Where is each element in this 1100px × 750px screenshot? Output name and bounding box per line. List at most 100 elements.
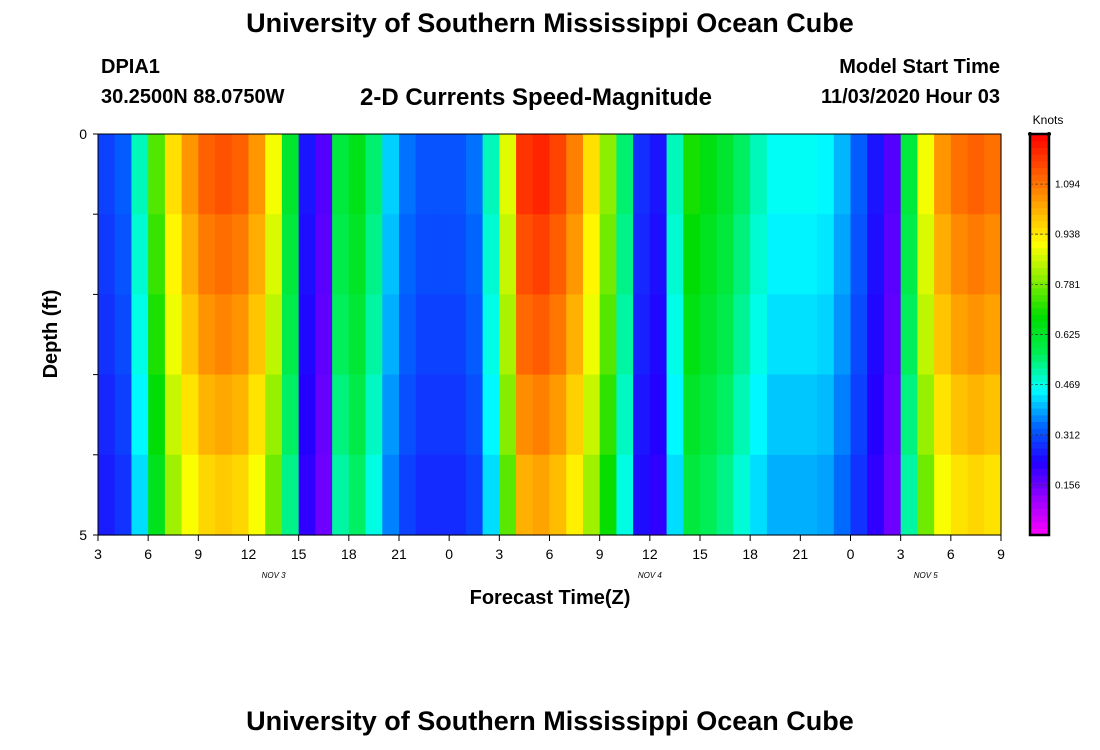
heatmap-cell [700,134,718,215]
heatmap-cell [867,134,885,215]
heatmap-cell [616,294,634,376]
heatmap-cell [817,214,835,295]
colorbar-segment [1030,454,1049,463]
heatmap-cell [382,374,400,456]
heatmap-cell [817,374,835,456]
heatmap-cell [900,134,918,215]
colorbar-segment [1030,528,1049,536]
colorbar-tick-label: 0.312 [1055,430,1080,441]
station-coords: 30.2500N 88.0750W [101,86,285,108]
colorbar-segment [1030,441,1049,449]
heatmap-cell [131,374,149,456]
heatmap-cell [967,134,985,215]
heatmap-cell [465,214,484,295]
heatmap-cell [900,454,918,536]
heatmap-cell [666,374,684,456]
colorbar-segment [1030,160,1049,169]
colorbar-segment [1030,361,1049,369]
heatmap-cell [683,214,701,295]
x-tick-label: 21 [391,546,407,562]
x-tick-label: 3 [897,546,905,562]
heatmap-cell [850,294,868,376]
colorbar-segment [1030,508,1049,516]
heatmap-cell [98,134,116,215]
heatmap-cell [950,214,969,295]
heatmap-cell [298,294,316,376]
heatmap-cell [750,214,768,295]
colorbar-segment [1030,514,1049,523]
colorbar-segment [1030,334,1049,342]
date-label: NOV 4 [638,571,663,580]
x-tick-label: 9 [596,546,604,562]
colorbar-segment [1030,341,1049,349]
heatmap-cell [917,454,935,536]
heatmap-cell [499,374,517,456]
heatmap-cell [449,294,467,376]
heatmap-cells [98,134,1002,536]
heatmap-cell [984,214,1002,295]
heatmap-cell [616,374,634,456]
colorbar-segment [1030,381,1049,389]
heatmap-cell [649,374,668,456]
heatmap-cell [599,294,617,376]
heatmap-cell [716,294,735,376]
x-axis-label: Forecast Time(Z) [470,587,631,609]
y-axis-label: Depth (ft) [40,290,62,379]
colorbar-segment [1030,434,1049,443]
colorbar-segment [1030,347,1049,356]
heatmap-cell [248,294,266,376]
heatmap-cell [248,374,266,456]
colorbar-segment [1030,414,1049,422]
heatmap-cell [148,214,166,295]
heatmap-cell [582,294,601,376]
heatmap-cell [967,214,985,295]
x-tick-label: 6 [546,546,554,562]
heatmap-cell [181,294,199,376]
heatmap-cell [181,374,199,456]
colorbar-segment [1030,140,1049,148]
heatmap-cell [265,214,283,295]
colorbar-segment [1030,387,1049,396]
heatmap-cell [432,214,450,295]
heatmap-cell [783,374,801,456]
heatmap-cell [599,374,617,456]
x-tick-label: 9 [194,546,202,562]
x-tick-label: 3 [495,546,503,562]
heatmap-cell [649,214,668,295]
x-tick-label: 18 [742,546,758,562]
heatmap-cell [766,454,785,536]
colorbar-segment [1030,501,1049,509]
x-tick-label: 6 [947,546,955,562]
heatmap-cell [265,374,283,456]
heatmap-cell [700,294,718,376]
heatmap-cell [215,374,233,456]
colorbar-corner [1028,132,1032,136]
colorbar-tick-label: 0.625 [1055,330,1080,341]
heatmap-cell [733,294,751,376]
heatmap-cell [265,134,283,215]
heatmap-cell [883,374,902,456]
heatmap-cell [315,374,333,456]
heatmap-cell [716,134,735,215]
x-tick-label: 0 [445,546,453,562]
heatmap-cell [332,214,350,295]
heatmap-cell [298,214,316,295]
heatmap-cell [382,454,400,536]
heatmap-cell [332,374,350,456]
heatmap-cell [215,214,233,295]
colorbar-segment [1030,207,1049,215]
heatmap-cell [449,134,467,215]
heatmap-cell [867,294,885,376]
heatmap-cell [348,134,367,215]
y-tick-label: 0 [79,126,87,142]
colorbar-segment [1030,521,1049,529]
heatmap-cell [582,134,601,215]
colorbar-segment [1030,227,1049,235]
heatmap-cell [482,134,500,215]
colorbar: 0.156 0.312 0.469 0.625 0.781 0.938 1.094 [1028,132,1080,537]
colorbar-segment [1030,234,1049,242]
colorbar-segment [1030,474,1049,483]
heatmap-cell [516,214,534,295]
heatmap-cell [215,134,233,215]
